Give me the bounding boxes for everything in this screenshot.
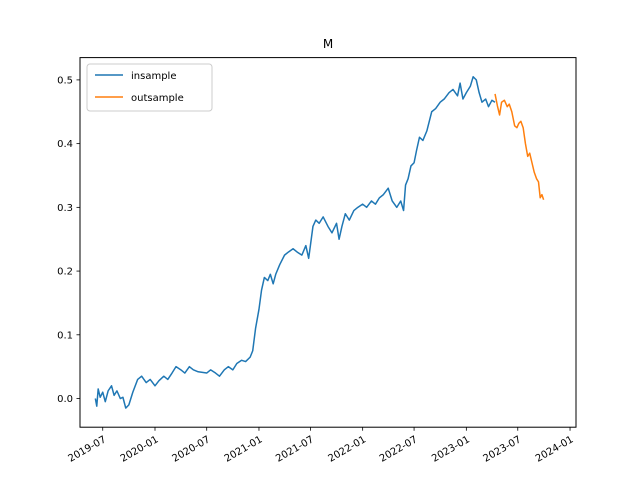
y-tick-label-0.1: 0.1: [57, 330, 73, 341]
y-tick-label-0.0: 0.0: [57, 394, 73, 405]
y-tick-label-0.3: 0.3: [57, 203, 73, 214]
chart-title: M: [323, 37, 333, 51]
plot-frame: [79, 57, 577, 428]
series-line-outsample: [494, 93, 545, 200]
legend-label-outsample: outsample: [131, 93, 184, 104]
legend: insample outsample: [86, 63, 213, 112]
y-axis: 0.0 0.1 0.2 0.3 0.4 0.5: [57, 75, 80, 405]
y-tick-label-0.2: 0.2: [57, 267, 73, 278]
series-line-insample: [94, 75, 496, 409]
legend-label-insample: insample: [131, 71, 176, 82]
series-group: [94, 75, 545, 409]
y-tick-label-0.5: 0.5: [57, 75, 73, 86]
y-tick-label-0.4: 0.4: [57, 139, 73, 150]
